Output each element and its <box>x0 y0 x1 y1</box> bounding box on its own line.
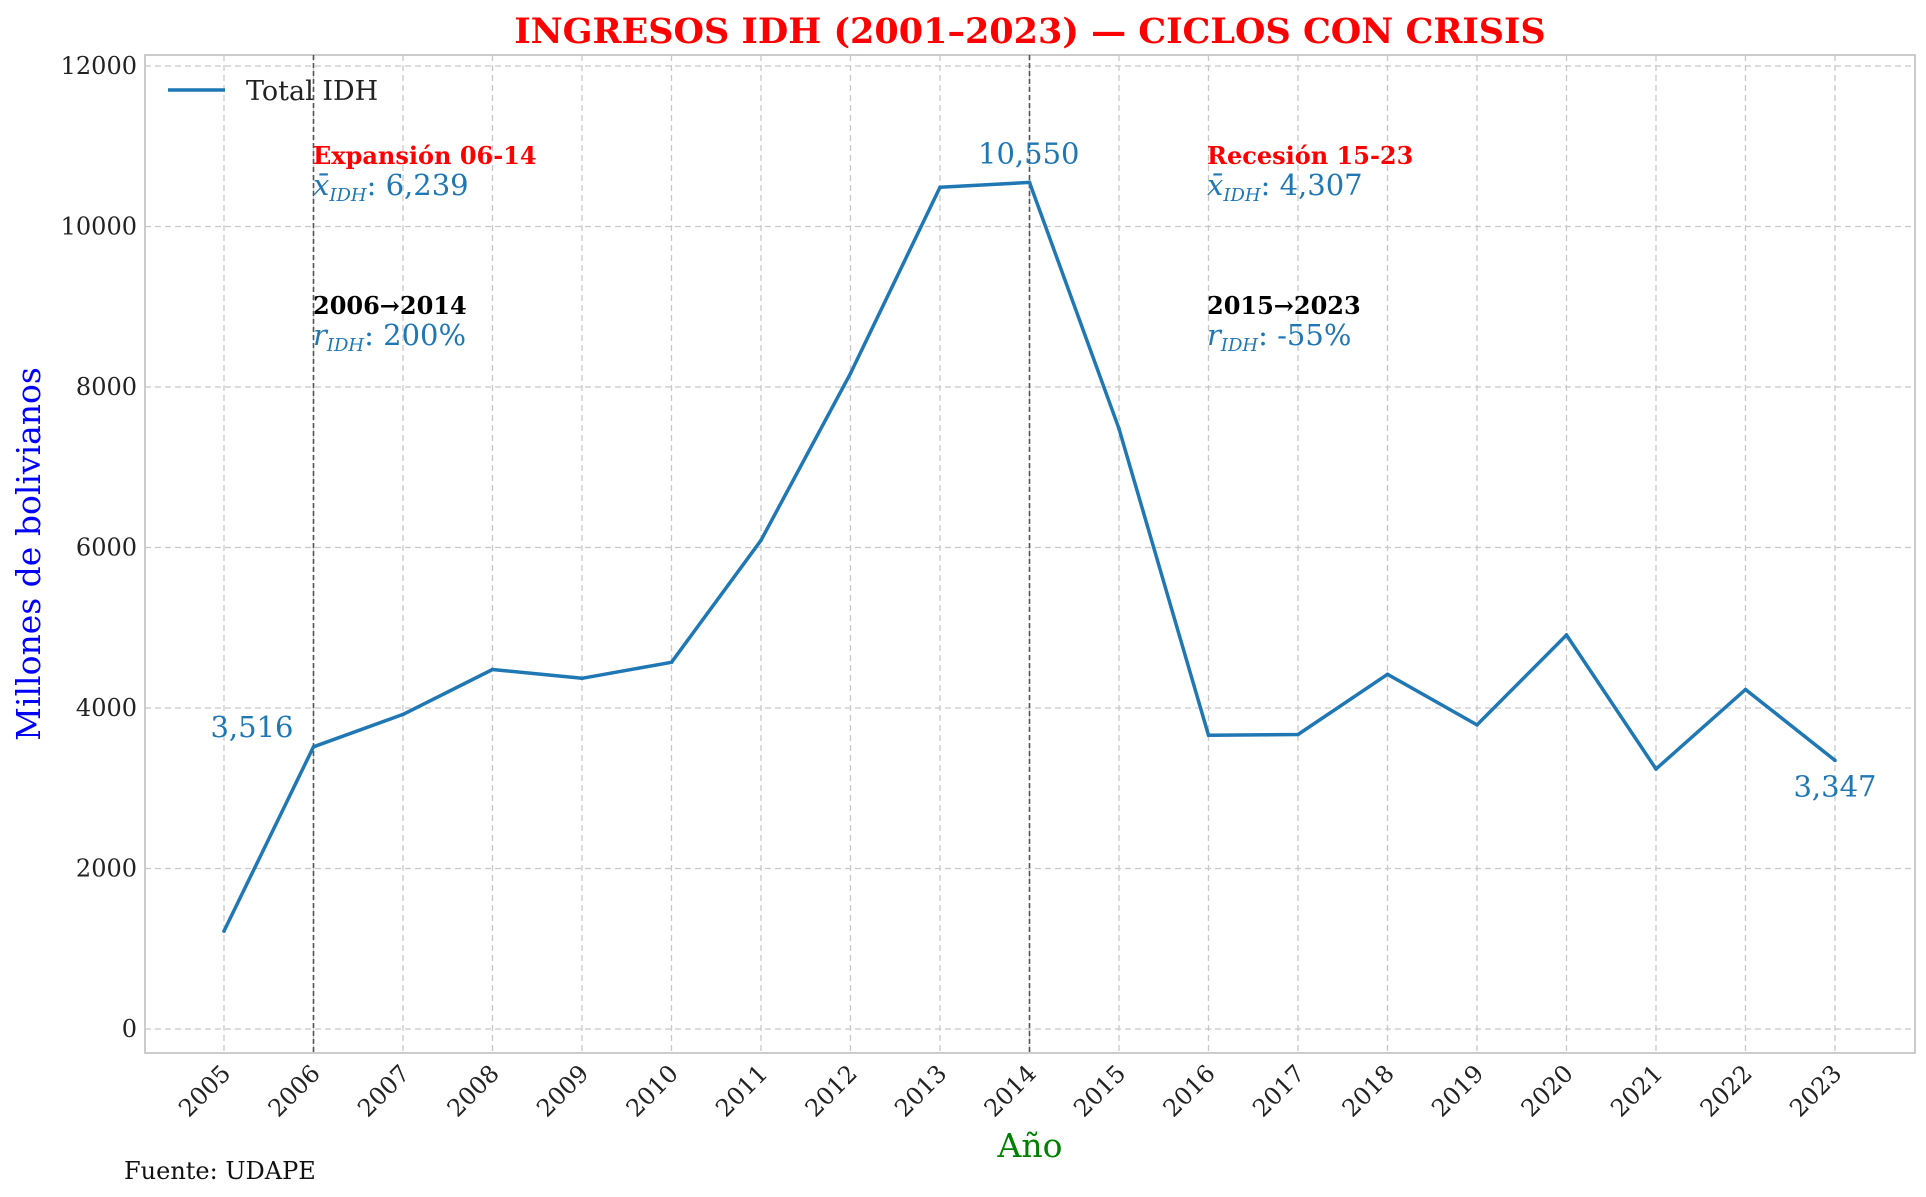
mean-value: : 4,307 <box>1261 168 1363 202</box>
x-tick-label: 2007 <box>352 1059 415 1122</box>
legend: Total IDH <box>168 76 378 107</box>
data-point <box>669 660 674 665</box>
reference-lines <box>312 55 1031 1053</box>
rate-symbol: r <box>1207 318 1223 352</box>
annotation-recession-rate: rIDH: -55% <box>1207 318 1351 356</box>
y-tick-label: 8000 <box>76 373 137 401</box>
x-axis-label: Año <box>997 1126 1063 1165</box>
x-tick-label: 2022 <box>1695 1059 1758 1122</box>
data-point <box>311 745 316 749</box>
x-tick-label: 2013 <box>889 1059 952 1122</box>
x-tick-label: 2005 <box>173 1059 236 1122</box>
series-points <box>222 180 1837 933</box>
x-axis-ticks: 2005 2006 2007 2008 2009 2010 2011 2012 2013 2014… <box>173 1059 1847 1122</box>
chart-title: INGRESOS IDH (2001–2023) — CICLOS CON CR… <box>514 11 1545 52</box>
point-label: 3,347 <box>1793 769 1876 803</box>
data-point <box>1654 767 1658 771</box>
annotation-expansion: Expansión 06-14 x̄IDH: 6,239 2006→2014 r… <box>313 141 537 356</box>
data-point <box>1743 687 1748 692</box>
x-tick-label: 2011 <box>710 1059 773 1122</box>
y-tick-label: 4000 <box>76 694 137 722</box>
x-tick-label: 2021 <box>1605 1059 1668 1122</box>
annotation-expansion-title: Expansión 06-14 <box>313 141 537 170</box>
mean-symbol: x̄ <box>313 168 329 202</box>
mean-symbol: x̄ <box>1207 168 1223 202</box>
point-label: 10,550 <box>978 136 1079 170</box>
annotation-recession-title: Recesión 15-23 <box>1207 141 1413 170</box>
y-axis-ticks: 0 2000 4000 6000 8000 10000 12000 <box>61 52 137 1043</box>
mean-subscript: IDH <box>328 185 367 206</box>
rate-value: : -55% <box>1258 318 1351 352</box>
rate-subscript: IDH <box>1220 335 1259 356</box>
x-tick-label: 2006 <box>263 1059 326 1122</box>
x-tick-label: 2016 <box>1158 1059 1221 1122</box>
data-point <box>759 538 763 543</box>
data-point <box>580 676 584 681</box>
data-point <box>1833 758 1837 763</box>
data-point <box>1564 633 1569 637</box>
rate-value: : 200% <box>364 318 466 352</box>
data-point <box>1296 732 1300 737</box>
x-tick-label: 2010 <box>621 1059 684 1122</box>
x-tick-label: 2018 <box>1337 1059 1400 1122</box>
y-tick-label: 2000 <box>76 855 137 883</box>
data-point <box>1027 180 1032 185</box>
annotation-expansion-rate: rIDH: 200% <box>313 318 466 356</box>
legend-label: Total IDH <box>246 76 378 107</box>
y-tick-label: 0 <box>122 1015 137 1043</box>
data-point <box>848 371 853 376</box>
point-label: 3,516 <box>210 710 293 744</box>
data-point <box>938 185 942 189</box>
x-tick-label: 2015 <box>1068 1059 1131 1122</box>
data-point <box>1385 672 1390 677</box>
data-point <box>222 929 226 933</box>
annotation-recession-range: 2015→2023 <box>1207 291 1361 320</box>
rate-subscript: IDH <box>326 335 365 356</box>
x-tick-label: 2012 <box>800 1059 863 1122</box>
data-point <box>1475 723 1479 727</box>
y-axis-label: Millones de bolivianos <box>9 367 48 741</box>
annotation-expansion-mean: x̄IDH: 6,239 <box>313 168 469 206</box>
y-tick-label: 12000 <box>61 52 137 80</box>
mean-subscript: IDH <box>1222 185 1261 206</box>
rate-symbol: r <box>313 318 329 352</box>
x-tick-label: 2014 <box>979 1059 1042 1122</box>
point-labels: 3,516 10,550 3,347 <box>210 136 1876 803</box>
annotation-recession-mean: x̄IDH: 4,307 <box>1207 168 1363 206</box>
grid <box>145 55 1915 1053</box>
x-tick-label: 2008 <box>442 1059 505 1122</box>
data-point <box>490 667 495 672</box>
y-tick-label: 6000 <box>76 534 137 562</box>
source-note: Fuente: UDAPE <box>124 1157 316 1185</box>
x-tick-label: 2023 <box>1784 1059 1847 1122</box>
y-tick-label: 10000 <box>61 213 137 241</box>
data-point <box>401 712 405 717</box>
data-point <box>1117 426 1121 431</box>
x-tick-label: 2019 <box>1426 1059 1489 1122</box>
annotation-expansion-range: 2006→2014 <box>313 291 467 320</box>
annotation-recession: Recesión 15-23 x̄IDH: 4,307 2015→2023 rI… <box>1207 141 1413 356</box>
x-tick-label: 2017 <box>1247 1059 1310 1122</box>
x-tick-label: 2009 <box>531 1059 594 1122</box>
x-tick-label: 2020 <box>1516 1059 1579 1122</box>
data-point <box>1206 733 1211 738</box>
mean-value: : 6,239 <box>367 168 469 202</box>
